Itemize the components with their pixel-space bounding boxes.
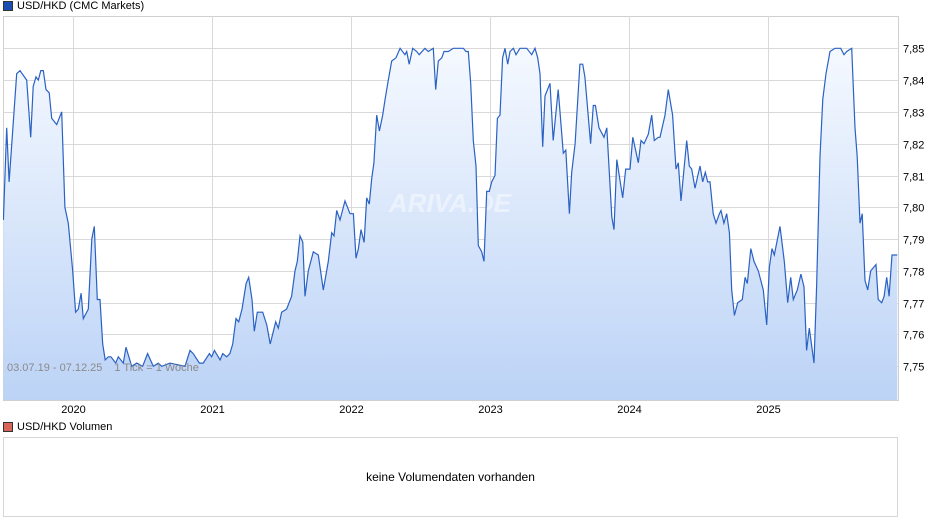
main-legend-label: USD/HKD (CMC Markets) (17, 0, 145, 12)
y-tick-label: 7,83 (903, 108, 924, 120)
main-legend: USD/HKD (CMC Markets) (3, 0, 144, 12)
x-tick-label: 2025 (756, 404, 780, 416)
series-color-swatch (3, 1, 13, 11)
no-volume-message: keine Volumendaten vorhanden (366, 470, 535, 484)
y-tick-label: 7,80 (903, 203, 924, 215)
price-chart: ARIVA.DE 03.07.19 - 07.12.25 1 Tick = 1 W… (3, 16, 924, 416)
y-tick-label: 7,82 (903, 140, 924, 152)
volume-color-swatch (3, 422, 13, 432)
volume-legend-label: USD/HKD Volumen (17, 421, 113, 433)
watermark-logo: ARIVA.DE (388, 188, 512, 218)
volume-chart: keine Volumendaten vorhanden (3, 437, 898, 517)
y-tick-label: 7,79 (903, 235, 924, 247)
y-tick-label: 7,84 (903, 76, 924, 88)
x-tick-label: 2023 (478, 404, 502, 416)
x-tick-label: 2024 (617, 404, 641, 416)
x-axis: 2020 2021 2022 2023 2024 2025 (61, 404, 780, 416)
y-tick-label: 7,77 (903, 299, 924, 311)
x-tick-label: 2020 (61, 404, 85, 416)
price-line (3, 46, 898, 368)
y-tick-label: 7,85 (903, 44, 924, 56)
y-tick-label: 7,78 (903, 267, 924, 279)
y-tick-label: 7,75 (903, 362, 924, 374)
y-axis: 7,75 7,76 7,77 7,78 7,79 7,80 7,81 7,82 7,83 7,84… (903, 44, 924, 374)
x-tick-label: 2021 (200, 404, 224, 416)
date-range-label: 03.07.19 - 07.12.25 1 Tick = 1 Woche (7, 362, 199, 374)
volume-legend: USD/HKD Volumen (3, 421, 112, 433)
x-tick-label: 2022 (339, 404, 363, 416)
y-tick-label: 7,81 (903, 172, 924, 184)
y-tick-label: 7,76 (903, 330, 924, 342)
